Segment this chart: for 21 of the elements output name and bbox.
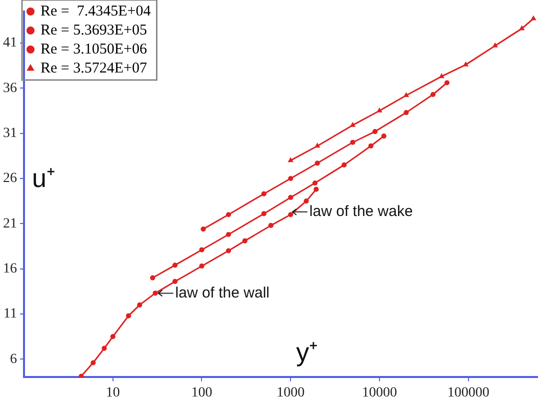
- y-tick-label: 26: [3, 171, 17, 186]
- annotation: law of the wall: [175, 284, 270, 302]
- y-axis-title: u⁺: [32, 162, 56, 193]
- y-tick-label: 21: [3, 216, 17, 232]
- x-tick-label: 100: [191, 385, 212, 400]
- x-tick-label: 10000: [362, 385, 397, 400]
- legend-label: Re = 3.5724E+07: [40, 60, 148, 76]
- x-tick-label: 100000: [447, 385, 490, 400]
- y-tick-label: 36: [3, 80, 17, 96]
- y-tick-label: 16: [3, 261, 17, 276]
- legend-label: Re = 5.3693E+05: [40, 22, 147, 38]
- x-tick-label: 10: [106, 385, 120, 400]
- legend-label: Re = 7.4345E+04: [40, 3, 152, 20]
- y-tick-label: 41: [3, 36, 17, 51]
- y-tick-label: 11: [4, 306, 17, 322]
- y-tick-label: 6: [10, 352, 17, 367]
- legend-label: Re = 3.1050E+06: [40, 41, 148, 58]
- x-tick-label: 1000: [276, 385, 305, 400]
- annotation: law of the wake: [309, 203, 413, 220]
- y-tick-label: 31: [3, 126, 17, 142]
- x-axis-title: y⁺: [296, 337, 318, 368]
